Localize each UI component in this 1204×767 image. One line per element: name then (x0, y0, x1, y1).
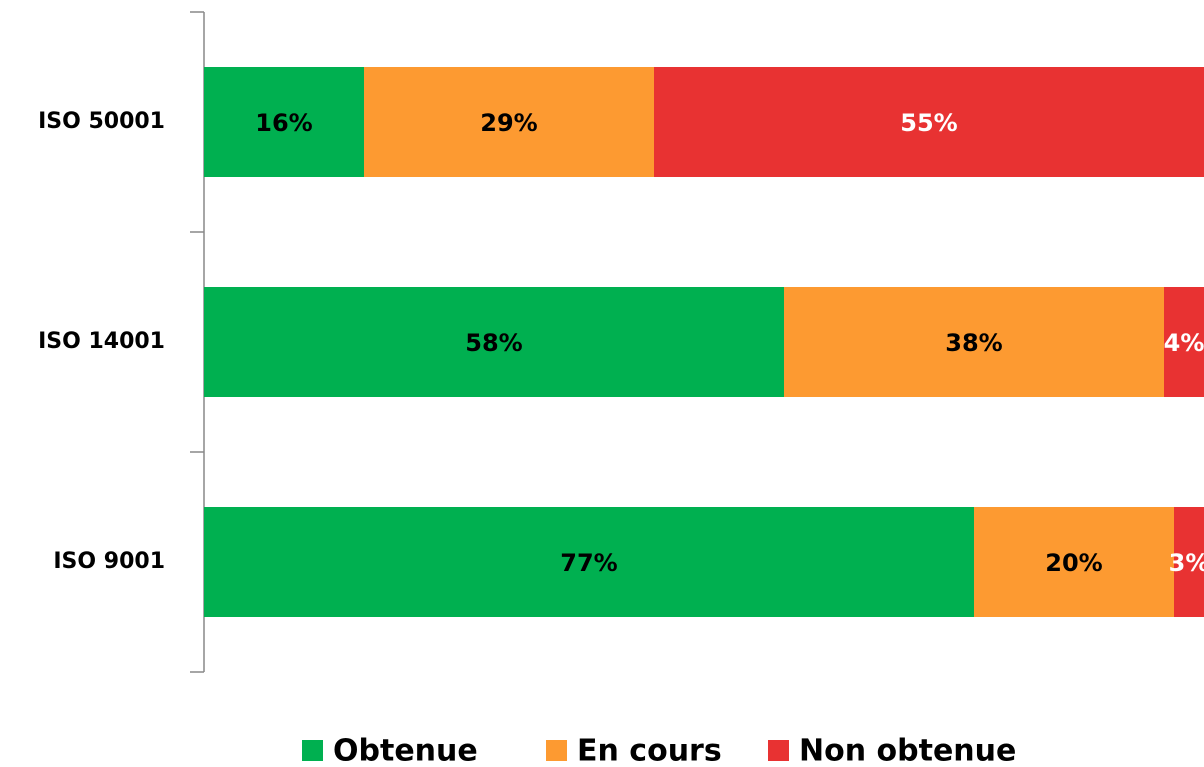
category-label: ISO 14001 (38, 329, 165, 354)
bar-segment (364, 67, 654, 177)
legend-swatch (546, 740, 567, 761)
value-label: 3% (1169, 549, 1204, 577)
value-label: 16% (255, 109, 312, 137)
bar-segment (204, 67, 364, 177)
legend-swatch (302, 740, 323, 761)
bar-segment (1164, 287, 1204, 397)
bar-segment (204, 507, 974, 617)
bar-segment (654, 67, 1204, 177)
category-label: ISO 9001 (53, 549, 165, 574)
value-label: 20% (1045, 549, 1102, 577)
bar-segment (204, 287, 784, 397)
value-label: 29% (480, 109, 537, 137)
bar-segment (974, 507, 1174, 617)
bar-segment (784, 287, 1164, 397)
value-label: 4% (1164, 329, 1204, 357)
legend-label: En cours (577, 734, 722, 767)
legend-swatch (768, 740, 789, 761)
value-label: 38% (945, 329, 1002, 357)
value-label: 77% (560, 549, 617, 577)
value-label: 55% (900, 109, 957, 137)
bar-segment (1174, 507, 1204, 617)
value-label: 58% (465, 329, 522, 357)
legend-label: Obtenue (333, 734, 478, 767)
legend-label: Non obtenue (799, 734, 1016, 767)
category-label: ISO 50001 (38, 109, 165, 134)
